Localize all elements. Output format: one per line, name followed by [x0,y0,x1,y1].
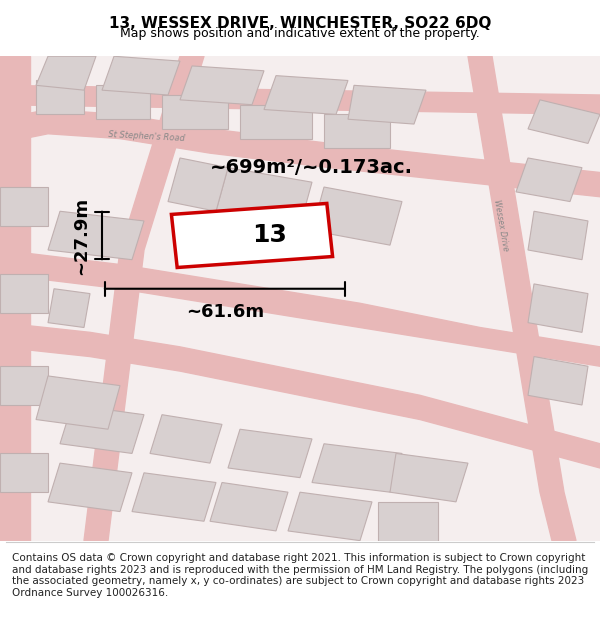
Polygon shape [516,158,582,201]
Polygon shape [0,109,600,197]
Polygon shape [0,366,48,405]
Polygon shape [210,482,288,531]
Polygon shape [36,81,84,114]
Polygon shape [0,187,48,226]
Polygon shape [240,104,312,139]
Polygon shape [84,56,204,541]
Polygon shape [324,114,390,148]
Text: ~699m²/~0.173ac.: ~699m²/~0.173ac. [210,158,413,177]
Text: Wessex Drive: Wessex Drive [492,199,510,252]
Polygon shape [528,100,600,143]
Text: Contains OS data © Crown copyright and database right 2021. This information is : Contains OS data © Crown copyright and d… [12,553,588,598]
Polygon shape [468,56,576,541]
Polygon shape [48,289,90,328]
Polygon shape [162,95,228,129]
Polygon shape [172,204,332,268]
Polygon shape [216,168,312,226]
Text: 13: 13 [253,224,287,248]
Polygon shape [150,415,222,463]
Text: ~27.9m: ~27.9m [72,196,90,274]
Polygon shape [132,472,216,521]
Polygon shape [528,356,588,405]
Polygon shape [48,463,132,511]
Polygon shape [390,454,468,502]
Polygon shape [312,187,402,245]
Polygon shape [0,322,600,468]
Text: 13, WESSEX DRIVE, WINCHESTER, SO22 6DQ: 13, WESSEX DRIVE, WINCHESTER, SO22 6DQ [109,16,491,31]
Text: St Stephen's Road: St Stephen's Road [108,129,185,142]
Polygon shape [348,85,426,124]
Text: Map shows position and indicative extent of the property.: Map shows position and indicative extent… [120,28,480,41]
Polygon shape [102,56,180,95]
Polygon shape [60,405,144,454]
Polygon shape [36,56,96,90]
Polygon shape [180,66,264,104]
Polygon shape [528,211,588,260]
Polygon shape [528,284,588,332]
Polygon shape [0,454,48,493]
Polygon shape [378,502,438,541]
Polygon shape [288,492,372,541]
Polygon shape [0,85,600,114]
Polygon shape [228,429,312,478]
Polygon shape [0,250,600,366]
Text: ~61.6m: ~61.6m [186,303,264,321]
Polygon shape [96,85,150,119]
Polygon shape [0,56,30,541]
Polygon shape [48,211,144,260]
Polygon shape [168,158,228,211]
Polygon shape [0,274,48,313]
Polygon shape [312,444,402,493]
Polygon shape [264,76,348,114]
Polygon shape [36,376,120,429]
